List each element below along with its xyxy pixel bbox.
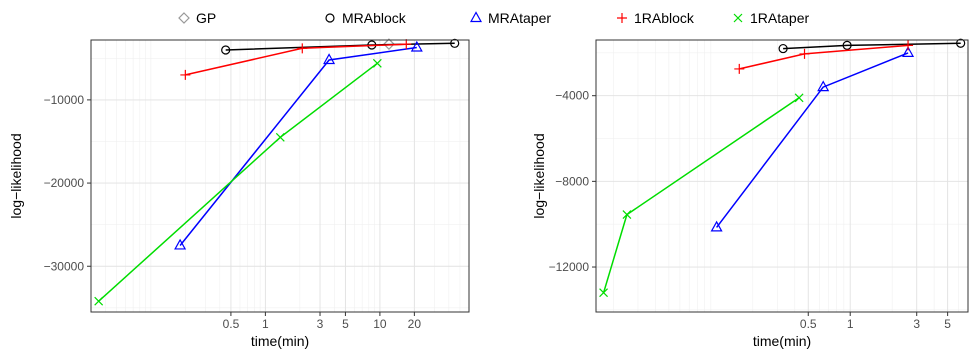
data-point-1rataper	[599, 288, 609, 298]
y-axis-title: log−likelihood	[531, 133, 547, 218]
y-tick-label: −30000	[44, 259, 85, 273]
x-tick-label: 3	[317, 317, 324, 331]
data-point-1rataper	[622, 210, 632, 219]
data-point-mrataper	[174, 238, 187, 250]
series-line-mrablock	[783, 42, 961, 50]
gridlines	[91, 40, 469, 312]
plot-area	[596, 40, 968, 312]
data-point-1rablock	[401, 39, 412, 50]
legend-label-mrablock: MRAblock	[342, 10, 407, 26]
x-tick-label: 0.5	[800, 317, 817, 331]
legend-entry-mrataper: MRAtaper	[469, 10, 551, 26]
legend-key-gp	[178, 12, 190, 24]
y-tick-label: −4000	[555, 89, 589, 103]
series-1rablock	[180, 39, 412, 80]
x-tick-label: 1	[262, 317, 269, 331]
data-point-mrataper	[817, 80, 830, 92]
legend-entry-1rablock: 1RAblock	[617, 10, 695, 26]
data-point-1rablock	[180, 69, 191, 80]
series-1rataper	[94, 58, 382, 306]
legend-label-gp: GP	[196, 10, 216, 26]
data-point-mrablock	[842, 40, 852, 50]
data-point-gp	[383, 38, 395, 51]
series-layer	[599, 38, 966, 298]
series-mrablock	[778, 38, 966, 54]
series-mrataper	[710, 46, 915, 232]
plot-area	[91, 40, 469, 312]
y-tick-label: −10000	[44, 93, 85, 107]
series-1rataper	[599, 93, 804, 298]
data-point-1rataper	[372, 58, 382, 68]
x-tick-label: 1	[847, 317, 854, 331]
y-tick-label: −8000	[555, 174, 589, 188]
legend-key-1rablock	[617, 13, 627, 23]
x-tick-label: 0.5	[223, 317, 240, 331]
data-point-1rablock	[903, 40, 914, 51]
x-axis-title: time(min)	[251, 333, 309, 349]
data-point-1rablock	[799, 48, 810, 59]
legend-entry-gp: GP	[178, 10, 216, 26]
legend-entry-mrablock: MRAblock	[325, 10, 407, 26]
left-panel: 0.5 1 3 5 10 20 −10000 −20000 −30000 time(min) log…	[8, 38, 470, 349]
axes: 0.5 1 3 5 −4000 −8000 −12000 time(min) log−likel…	[531, 89, 951, 349]
panel-border	[595, 39, 969, 313]
data-point-mrataper	[410, 40, 423, 52]
y-tick-label: −20000	[44, 176, 85, 190]
x-tick-label: 3	[913, 317, 920, 331]
legend: GP MRAblock MRAtaper 1RAblock 1RAtaper	[178, 10, 809, 26]
legend-entry-1rataper: 1RAtaper	[733, 10, 809, 26]
x-tick-label: 5	[342, 317, 349, 331]
y-tick-label: −12000	[549, 260, 590, 274]
x-tick-label: 20	[408, 317, 422, 331]
data-point-mrataper	[323, 53, 336, 65]
data-point-mrataper	[902, 46, 915, 57]
x-tick-label: 5	[944, 317, 951, 331]
data-point-1rablock	[297, 43, 308, 54]
series-line-mrataper	[716, 52, 909, 228]
legend-label-1rablock: 1RAblock	[634, 10, 695, 26]
axes: 0.5 1 3 5 10 20 −10000 −20000 −30000 time(min) log…	[8, 93, 421, 349]
series-1rablock	[734, 40, 914, 74]
x-axis-title: time(min)	[753, 333, 811, 349]
data-point-mrablock	[221, 45, 231, 55]
data-point-mrablock	[956, 38, 966, 48]
legend-label-1rataper: 1RAtaper	[750, 10, 809, 26]
legend-key-mrataper	[469, 11, 483, 23]
legend-key-mrablock	[325, 13, 335, 23]
data-point-1rataper	[794, 93, 804, 103]
data-point-mrablock	[778, 43, 788, 54]
data-point-mrataper	[710, 220, 723, 232]
right-panel: 0.5 1 3 5 −4000 −8000 −12000 time(min) log−likel…	[531, 38, 969, 349]
legend-key-1rataper	[733, 13, 743, 23]
legend-label-mrataper: MRAtaper	[488, 10, 551, 26]
data-point-mrablock	[450, 38, 460, 48]
y-axis-title: log−likelihood	[8, 133, 24, 218]
x-tick-label: 10	[373, 317, 387, 331]
series-layer	[94, 38, 460, 306]
data-point-1rataper	[275, 132, 285, 142]
data-point-1rataper	[94, 296, 104, 306]
data-point-1rablock	[734, 63, 745, 74]
series-gp	[383, 38, 395, 51]
panel-border	[90, 39, 470, 313]
